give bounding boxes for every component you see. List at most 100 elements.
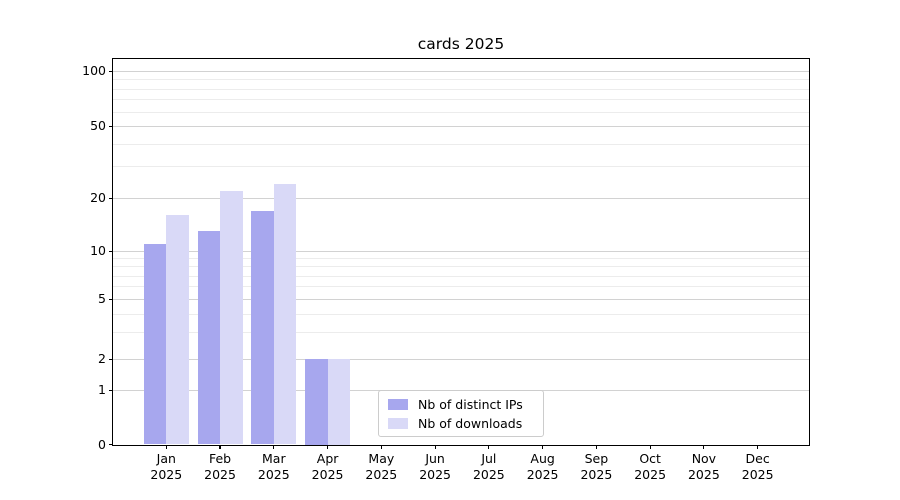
x-tick-mark — [326, 445, 329, 449]
x-tick-label: Sep 2025 — [568, 451, 624, 482]
x-tick-label: Mar 2025 — [246, 451, 302, 482]
bar-distinct-ips-apr — [305, 359, 328, 445]
legend-swatch-downloads — [388, 417, 408, 429]
x-tick-mark — [703, 445, 705, 449]
gridline-minor — [113, 266, 809, 268]
y-tick-label: 20 — [90, 190, 106, 206]
gridline-minor — [113, 79, 809, 81]
y-tick-mark — [109, 389, 113, 391]
gridline-minor — [113, 99, 809, 101]
gridline-minor — [113, 332, 809, 334]
x-tick-month: Jun — [425, 451, 445, 466]
bar-downloads-mar — [273, 183, 297, 445]
y-tick-mark — [109, 358, 113, 360]
x-tick-label: Jul 2025 — [461, 451, 517, 482]
chart-title: cards 2025 — [417, 35, 505, 53]
gridline-major — [113, 198, 809, 200]
gridline-major — [113, 71, 809, 72]
x-tick-month: Nov — [691, 451, 717, 466]
legend-swatch-distinct-ips — [388, 398, 408, 410]
bar-downloads-apr — [327, 359, 351, 445]
legend-label: Nb of downloads — [418, 415, 523, 431]
y-tick-label: 100 — [82, 63, 106, 78]
bar-downloads-jan — [166, 215, 189, 445]
x-tick-label: Dec 2025 — [730, 451, 786, 482]
y-tick-mark — [109, 444, 113, 446]
x-tick-month: Oct — [639, 451, 661, 466]
x-tick-year: 2025 — [150, 466, 183, 482]
x-tick-label: Jan 2025 — [138, 451, 194, 482]
gridline-minor — [113, 88, 809, 90]
x-tick-label: Jun 2025 — [407, 451, 463, 482]
x-tick-year: 2025 — [257, 466, 290, 482]
x-tick-month: Dec — [745, 451, 770, 466]
legend-label: Nb of distinct IPs — [418, 396, 523, 412]
y-tick-label: 1 — [98, 382, 106, 397]
y-tick-label: 50 — [90, 118, 106, 133]
gridline-minor — [113, 166, 809, 168]
x-tick-label: Nov 2025 — [676, 451, 732, 482]
x-tick-year: 2025 — [365, 466, 398, 482]
y-tick-mark — [109, 125, 113, 127]
y-tick-mark — [109, 197, 113, 199]
x-tick-year: 2025 — [204, 466, 236, 482]
x-tick-year: 2025 — [741, 466, 774, 482]
legend: Nb of distinct IPs Nb of downloads — [378, 390, 544, 437]
plot-area — [112, 58, 810, 446]
x-tick-month: Mar — [262, 451, 286, 466]
x-tick-mark — [757, 445, 759, 449]
y-tick-label: 2 — [98, 351, 106, 366]
x-tick-mark — [542, 445, 544, 449]
x-tick-year: 2025 — [472, 466, 505, 482]
y-tick-label: 5 — [98, 291, 106, 306]
x-tick-year: 2025 — [687, 466, 720, 482]
x-tick-mark — [165, 445, 167, 449]
x-tick-mark — [273, 445, 275, 449]
x-tick-year: 2025 — [311, 466, 344, 482]
x-tick-year: 2025 — [580, 466, 613, 482]
y-tick-mark — [109, 250, 113, 252]
x-tick-month: Feb — [208, 451, 232, 466]
gridline-minor — [113, 313, 809, 315]
y-tick-label: 10 — [90, 243, 106, 258]
gridline-major — [113, 299, 809, 300]
gridline-minor — [113, 275, 809, 277]
gridline-major — [113, 126, 809, 127]
x-tick-year: 2025 — [526, 466, 559, 482]
gridline-major — [113, 359, 809, 360]
x-tick-label: Feb 2025 — [192, 451, 248, 482]
x-tick-month: Apr — [316, 451, 339, 466]
gridline-minor — [113, 286, 809, 288]
x-tick-mark — [595, 445, 597, 449]
legend-item: Nb of downloads — [388, 416, 534, 431]
bar-downloads-feb — [220, 190, 243, 445]
bar-distinct-ips-jan — [143, 243, 167, 445]
gridline-minor — [113, 111, 809, 113]
x-tick-label: Apr 2025 — [300, 451, 356, 482]
x-tick-month: May — [368, 451, 395, 466]
x-tick-mark — [434, 445, 436, 449]
gridline-minor — [113, 258, 809, 260]
x-tick-mark — [380, 445, 382, 449]
x-tick-label: Aug 2025 — [515, 451, 571, 482]
gridline-major — [113, 251, 809, 252]
x-tick-label: May 2025 — [353, 451, 409, 482]
x-tick-mark — [219, 445, 221, 449]
x-tick-label: Oct 2025 — [622, 451, 678, 482]
y-tick-label: 0 — [98, 436, 106, 452]
x-tick-mark — [649, 445, 651, 449]
x-tick-month: Sep — [584, 451, 609, 466]
bar-distinct-ips-feb — [197, 231, 221, 445]
bar-distinct-ips-mar — [251, 210, 274, 445]
x-tick-month: Aug — [530, 451, 555, 466]
y-tick-mark — [109, 70, 113, 72]
x-tick-month: Jan — [156, 451, 176, 466]
x-tick-year: 2025 — [419, 466, 451, 482]
legend-item: Nb of distinct IPs — [388, 397, 534, 412]
y-tick-mark — [109, 298, 113, 300]
x-tick-mark — [488, 445, 490, 449]
x-tick-month: Jul — [481, 451, 497, 466]
gridline-minor — [113, 143, 809, 145]
x-tick-year: 2025 — [634, 466, 667, 482]
